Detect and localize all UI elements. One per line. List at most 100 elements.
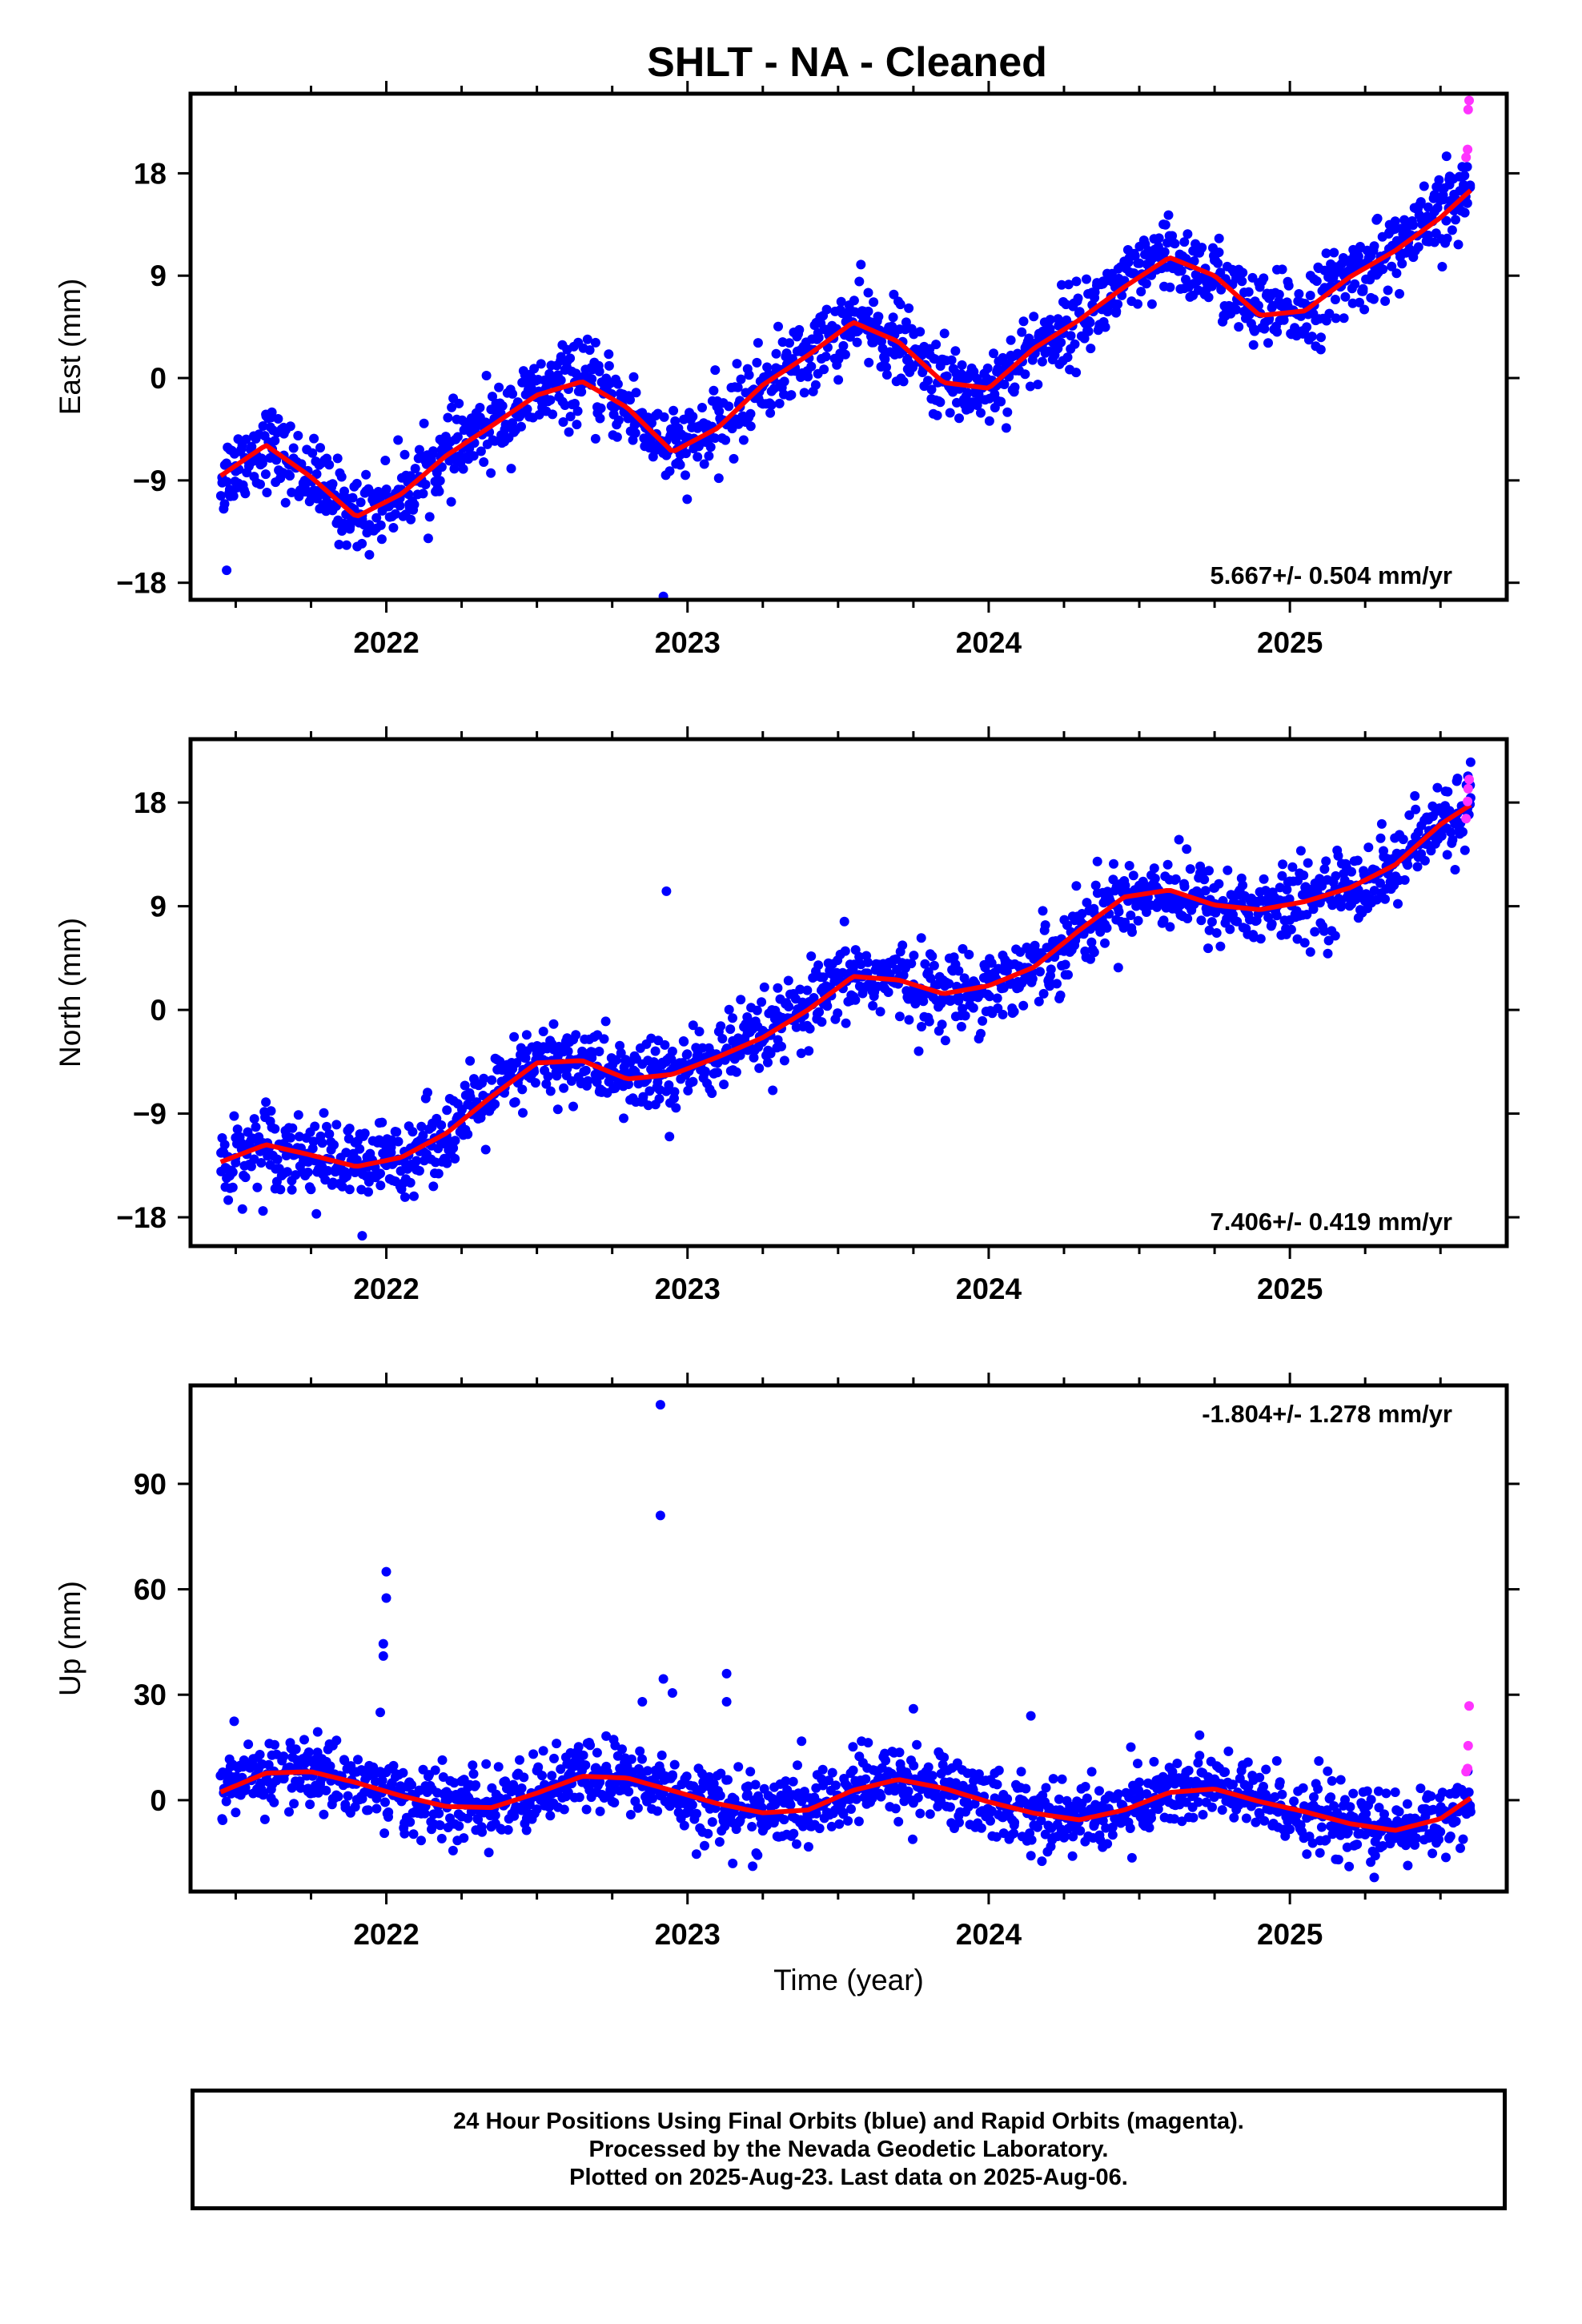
east-blue-point — [1165, 282, 1175, 292]
east-blue-point — [388, 523, 399, 533]
east-blue-point — [864, 357, 874, 368]
east-blue-point — [881, 362, 891, 372]
up-blue-point — [656, 1750, 667, 1760]
east-blue-point — [584, 345, 595, 356]
up-blue-point — [1198, 1810, 1208, 1819]
east-blue-point — [612, 379, 623, 389]
up-blue-point — [1370, 1851, 1380, 1861]
north-blue-point — [954, 966, 964, 976]
up-blue-point — [969, 1775, 979, 1786]
north-blue-point — [1089, 947, 1099, 958]
east-blue-point — [1372, 213, 1383, 223]
up-blue-point — [894, 1747, 905, 1758]
north-y-tick-label: 9 — [150, 891, 167, 923]
east-blue-point — [371, 513, 382, 523]
north-blue-point — [1380, 894, 1390, 904]
east-blue-point — [1154, 233, 1164, 243]
east-blue-point — [1283, 280, 1294, 291]
east-blue-point — [307, 448, 318, 458]
east-blue-point — [564, 427, 574, 437]
east-blue-point — [481, 371, 492, 380]
north-blue-point — [665, 1132, 675, 1142]
up-blue-point — [528, 1749, 539, 1759]
up-blue-point — [375, 1767, 385, 1777]
north-blue-point — [287, 1123, 298, 1133]
north-blue-point — [428, 1181, 439, 1192]
north-blue-point — [904, 1015, 914, 1025]
up-blue-point — [1327, 1775, 1337, 1786]
up-blue-point — [481, 1759, 492, 1769]
up-blue-point — [388, 1760, 399, 1771]
up-blue-point — [459, 1833, 469, 1844]
east-blue-point — [601, 380, 612, 390]
east-blue-point — [380, 456, 391, 465]
north-blue-point — [1398, 834, 1408, 845]
east-blue-point — [410, 464, 420, 474]
up-blue-point — [1223, 1746, 1234, 1756]
north-blue-point — [960, 1011, 970, 1021]
north-blue-point — [916, 933, 926, 943]
north-blue-point — [749, 1052, 759, 1063]
north-blue-point — [707, 1088, 717, 1099]
up-blue-point — [371, 1803, 382, 1814]
up-blue-point — [1314, 1756, 1324, 1766]
east-blue-point — [262, 488, 272, 497]
up-blue-point — [1193, 1758, 1203, 1768]
east-blue-point — [786, 390, 797, 400]
up-blue-point — [826, 1821, 837, 1831]
north-blue-point — [1035, 967, 1045, 977]
up-blue-point — [833, 1799, 843, 1809]
north-blue-point — [1426, 846, 1436, 856]
north-blue-point — [487, 1075, 497, 1085]
up-blue-point — [221, 1796, 231, 1807]
east-magenta-point — [1463, 144, 1473, 155]
up-blue-point — [1405, 1835, 1415, 1844]
north-blue-point — [1164, 875, 1174, 885]
east-blue-point — [375, 520, 386, 530]
up-blue-point — [581, 1804, 592, 1815]
north-blue-point — [1465, 757, 1476, 767]
up-blue-point — [830, 1780, 841, 1791]
east-x-tick-label: 2024 — [956, 626, 1022, 659]
up-blue-point — [753, 1850, 763, 1860]
east-blue-point — [486, 468, 496, 478]
north-blue-point — [223, 1195, 234, 1205]
up-blue-point — [803, 1842, 813, 1852]
up-blue-point — [484, 1848, 494, 1858]
east-blue-point — [361, 469, 371, 480]
east-blue-point — [333, 515, 343, 525]
up-blue-point — [994, 1765, 1004, 1775]
east-blue-point — [1243, 287, 1254, 297]
east-blue-point — [1179, 237, 1190, 247]
east-blue-point — [1188, 279, 1199, 289]
east-blue-point — [1315, 344, 1326, 355]
up-blue-point — [845, 1795, 855, 1804]
up-blue-point — [991, 1831, 1002, 1842]
up-blue-point — [707, 1817, 717, 1827]
east-blue-point — [982, 363, 993, 373]
north-blue-point — [329, 1140, 339, 1150]
east-blue-point — [1100, 322, 1110, 332]
north-blue-point — [806, 951, 817, 961]
north-data-layer — [216, 757, 1476, 1241]
up-blue-point — [705, 1771, 714, 1782]
east-blue-point — [1442, 233, 1452, 243]
north-blue-point — [442, 1105, 452, 1116]
east-blue-point — [659, 412, 669, 422]
up-blue-point — [1016, 1767, 1026, 1777]
east-blue-point — [898, 376, 909, 387]
east-blue-point — [803, 372, 813, 382]
north-blue-point — [375, 1180, 386, 1191]
east-blue-point — [1316, 332, 1326, 343]
up-blue-point — [863, 1738, 873, 1748]
east-blue-point — [287, 487, 297, 497]
up-blue-point — [1134, 1777, 1144, 1787]
up-blue-point — [682, 1800, 693, 1811]
up-blue-point — [1316, 1822, 1327, 1832]
north-blue-point — [375, 1168, 385, 1179]
east-blue-point — [1354, 257, 1364, 267]
north-blue-point — [1336, 902, 1346, 912]
north-blue-point — [1278, 859, 1288, 870]
east-blue-point — [689, 444, 699, 454]
east-blue-point — [889, 289, 899, 300]
